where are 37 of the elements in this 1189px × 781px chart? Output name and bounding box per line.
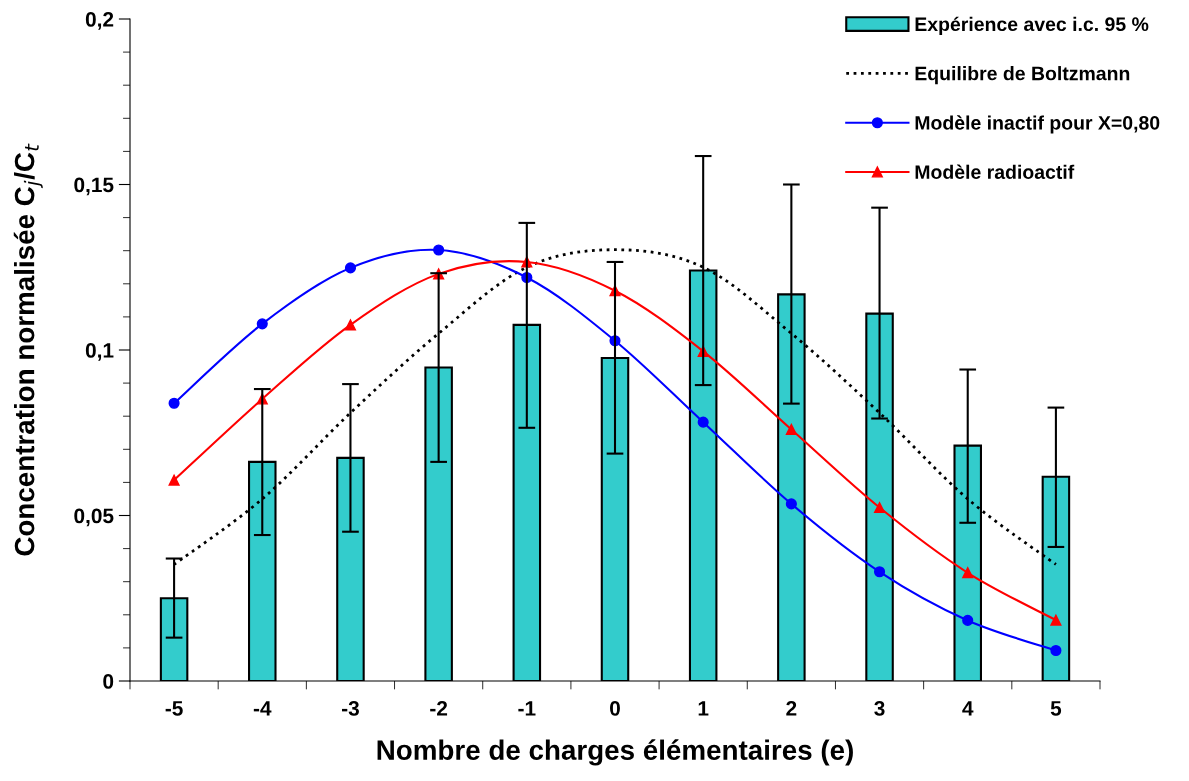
point — [1050, 644, 1062, 657]
point — [785, 423, 797, 435]
y-tick-label: 0 — [103, 674, 114, 689]
y-tick-label: 0,05 — [74, 508, 114, 527]
x-tick-label: 4 — [962, 701, 974, 716]
x-tick-label: -4 — [253, 701, 272, 716]
point — [785, 498, 797, 510]
y-tick-label: 0,2 — [85, 12, 114, 30]
legend-label: Expérience avec i.c. 95 % — [915, 16, 1149, 35]
point — [433, 244, 445, 256]
x-tick-label: -1 — [518, 701, 536, 716]
point — [962, 614, 974, 626]
legend-label: Modèle radioactif — [915, 164, 1075, 179]
point — [873, 566, 886, 578]
y-tick-label: 0,15 — [74, 177, 114, 196]
point — [168, 397, 180, 409]
x-tick-label: 5 — [1050, 701, 1062, 716]
point — [962, 567, 974, 579]
y-tick-label: 0,1 — [85, 343, 114, 361]
point — [344, 319, 357, 331]
point — [256, 318, 268, 330]
point — [873, 501, 886, 514]
x-tick-label: 2 — [786, 700, 797, 716]
x-tick-label: -2 — [430, 700, 448, 716]
legend-label: Modèle inactif pour X=0,80 — [915, 115, 1160, 134]
x-tick-label: 3 — [874, 700, 885, 716]
x-tick-label: 0 — [610, 700, 620, 716]
x-tick-label: -3 — [342, 700, 359, 716]
point — [344, 262, 357, 274]
point — [168, 474, 180, 486]
x-tick-label: 1 — [698, 701, 709, 716]
x-tick-label: -5 — [165, 701, 183, 716]
point — [1050, 614, 1062, 626]
point — [697, 416, 709, 428]
y-axis-title: Concentration normalisée C$_{j}$/C$_{t}$ — [13, 143, 43, 556]
legend-label: Equilibre de Boltzmann — [915, 66, 1130, 85]
x-axis-title: Nombre de charges élémentaires (e) — [377, 739, 853, 766]
